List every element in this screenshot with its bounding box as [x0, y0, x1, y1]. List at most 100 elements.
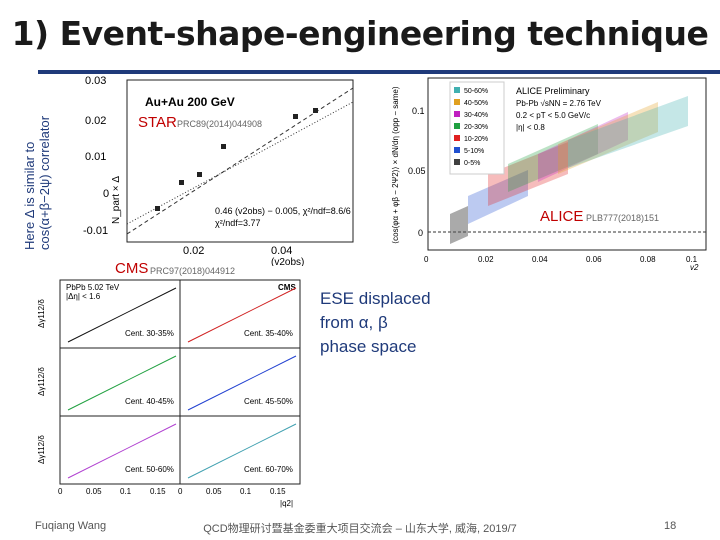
alice-band-40-50 [558, 102, 658, 174]
star-label: STAR [138, 114, 177, 131]
cms-xlabel: |q2| [280, 499, 293, 508]
star-xtick: 0.04 [271, 245, 292, 257]
cms-ylabel: Δγ112/δ [37, 367, 46, 396]
slide-title: 1) Event-shape-engineering technique [11, 14, 709, 53]
cms-ref: PRC97(2018)044912 [150, 266, 236, 276]
cms-header: PbPb 5.02 TeV [66, 283, 120, 292]
alice-info: |η| < 0.8 [516, 123, 545, 132]
star-point [179, 180, 184, 185]
cms-trend-line [67, 355, 177, 411]
star-system-label: Au+Au 200 GeV [145, 95, 235, 109]
legend-swatch [454, 123, 460, 129]
title-underline [38, 70, 720, 74]
alice-xtick: 0.02 [478, 255, 494, 264]
alice-plot: ⟨cos(φα + φβ − 2Ψ2)⟩ × dN/dη (opp − same… [368, 74, 708, 272]
footer-event: QCD物理研讨暨基金委重大项目交流会 – 山东大学, 威海, 2019/7 [203, 523, 517, 535]
star-ytick: 0.02 [85, 115, 106, 127]
cms-xtick: 0 [178, 487, 183, 496]
cms-xtick: 0.1 [120, 487, 132, 496]
alice-label: ALICE [540, 208, 584, 225]
alice-xtick: 0.06 [586, 255, 602, 264]
cms-panel-label: Cent. 35-40% [244, 329, 293, 338]
cms-plot-svg: PbPb 5.02 TeV |Δη| < 1.6 CMS Cent. 30-35… [37, 279, 301, 508]
legend-swatch [454, 87, 460, 93]
cms-xtick: 0.05 [86, 487, 102, 496]
legend-label: 50-60% [464, 88, 488, 95]
alice-ylabel: ⟨cos(φα + φβ − 2Ψ2)⟩ × dN/dη (opp − same… [391, 86, 400, 244]
legend-swatch [454, 135, 460, 141]
cms-trend-line [187, 355, 297, 411]
cms-trend-line [187, 287, 297, 343]
legend-swatch [454, 99, 460, 105]
cms-panel-label: Cent. 30-35% [125, 329, 174, 338]
alice-xtick: 0.1 [686, 255, 698, 264]
star-fit-line [126, 101, 354, 225]
cms-xtick: 0.05 [206, 487, 222, 496]
star-point [293, 114, 298, 119]
ese-note-line-2: from α, β [320, 313, 388, 332]
cms-panel-label: Cent. 60-70% [244, 465, 293, 474]
legend-label: 10-20% [464, 136, 488, 143]
side-note: Here Δ is similar to cos(α+β−2ψ) correla… [22, 10, 52, 250]
star-fit1: 0.46 (v2obs) − 0.005, χ²/ndf=8.6/6 [215, 206, 351, 216]
alice-legend: 50-60% 40-50% 30-40% 20-30% 10-20% 5-10%… [454, 87, 488, 167]
legend-label: 40-50% [464, 100, 488, 107]
legend-label: 0-5% [464, 160, 480, 167]
alice-xtick: 0 [424, 255, 429, 264]
alice-xlabel: v2 [690, 263, 699, 270]
cms-trend-line [67, 423, 177, 479]
star-ref: PRC89(2014)044908 [177, 119, 263, 129]
alice-info: 0.2 < pT < 5.0 GeV/c [516, 111, 590, 120]
cms-label: CMS [115, 260, 149, 277]
star-xlabel: (v2obs) [271, 257, 304, 266]
cms-xtick: 0.15 [270, 487, 286, 496]
footer-page: 18 [664, 520, 677, 532]
star-xtick: 0.02 [183, 245, 204, 257]
ese-note-line-1: ESE displaced [320, 289, 431, 308]
cms-trend-line [187, 423, 297, 479]
alice-band-10-20 [488, 142, 568, 206]
alice-xtick: 0.08 [640, 255, 656, 264]
cms-panel-grid [59, 279, 301, 485]
footer-author: Fuqiang Wang [35, 520, 107, 532]
alice-bands [450, 96, 688, 244]
side-note-line-1: Here Δ is similar to [22, 141, 37, 250]
alice-info: Pb-Pb √sNN = 2.76 TeV [516, 99, 602, 108]
star-point [197, 172, 202, 177]
cms-exp-tag: CMS [278, 283, 296, 292]
legend-label: 30-40% [464, 112, 488, 119]
cms-ylabel: Δγ112/δ [37, 299, 46, 328]
alice-ref: PLB777(2018)151 [586, 213, 660, 223]
alice-band-50-60 [568, 96, 688, 168]
legend-swatch [454, 147, 460, 153]
alice-band-5-10 [468, 170, 528, 224]
alice-ytick: 0 [418, 228, 423, 238]
alice-xtick: 0.04 [532, 255, 548, 264]
cms-trend-line [67, 287, 177, 343]
side-note-line-2: cos(α+β−2ψ) correlator [37, 115, 52, 250]
alice-band-0-5 [450, 206, 468, 244]
cms-panel-label: Cent. 45-50% [244, 397, 293, 406]
star-ylabel: N_part × Δ [111, 176, 122, 224]
star-ytick: 0 [103, 188, 109, 200]
alice-plot-svg: ⟨cos(φα + φβ − 2Ψ2)⟩ × dN/dη (opp − same… [391, 77, 707, 272]
cms-plot: PbPb 5.02 TeV |Δη| < 1.6 CMS Cent. 30-35… [30, 278, 302, 510]
alice-band-20-30 [508, 124, 598, 192]
ese-note: ESE displaced from α, β phase space [320, 287, 480, 359]
alice-band-30-40 [538, 112, 628, 182]
star-point [313, 108, 318, 113]
star-points [155, 108, 318, 211]
star-plot: Au+Au 200 GeV 0.03 0.02 0.01 0 -0.01 0.0… [75, 74, 355, 268]
alice-ytick: 0.05 [408, 166, 426, 176]
star-ytick: 0.01 [85, 151, 106, 163]
legend-swatch [454, 111, 460, 117]
star-fit2: χ²/ndf=3.77 [215, 218, 261, 228]
cms-ylabel: Δγ112/δ [37, 435, 46, 464]
cms-header: |Δη| < 1.6 [66, 292, 101, 301]
alice-ytick: 0.1 [412, 106, 425, 116]
cms-xtick: 0.15 [150, 487, 166, 496]
legend-label: 5-10% [464, 148, 484, 155]
star-ytick: 0.03 [85, 75, 106, 87]
star-ytick: -0.01 [83, 225, 108, 237]
cms-xtick: 0 [58, 487, 63, 496]
